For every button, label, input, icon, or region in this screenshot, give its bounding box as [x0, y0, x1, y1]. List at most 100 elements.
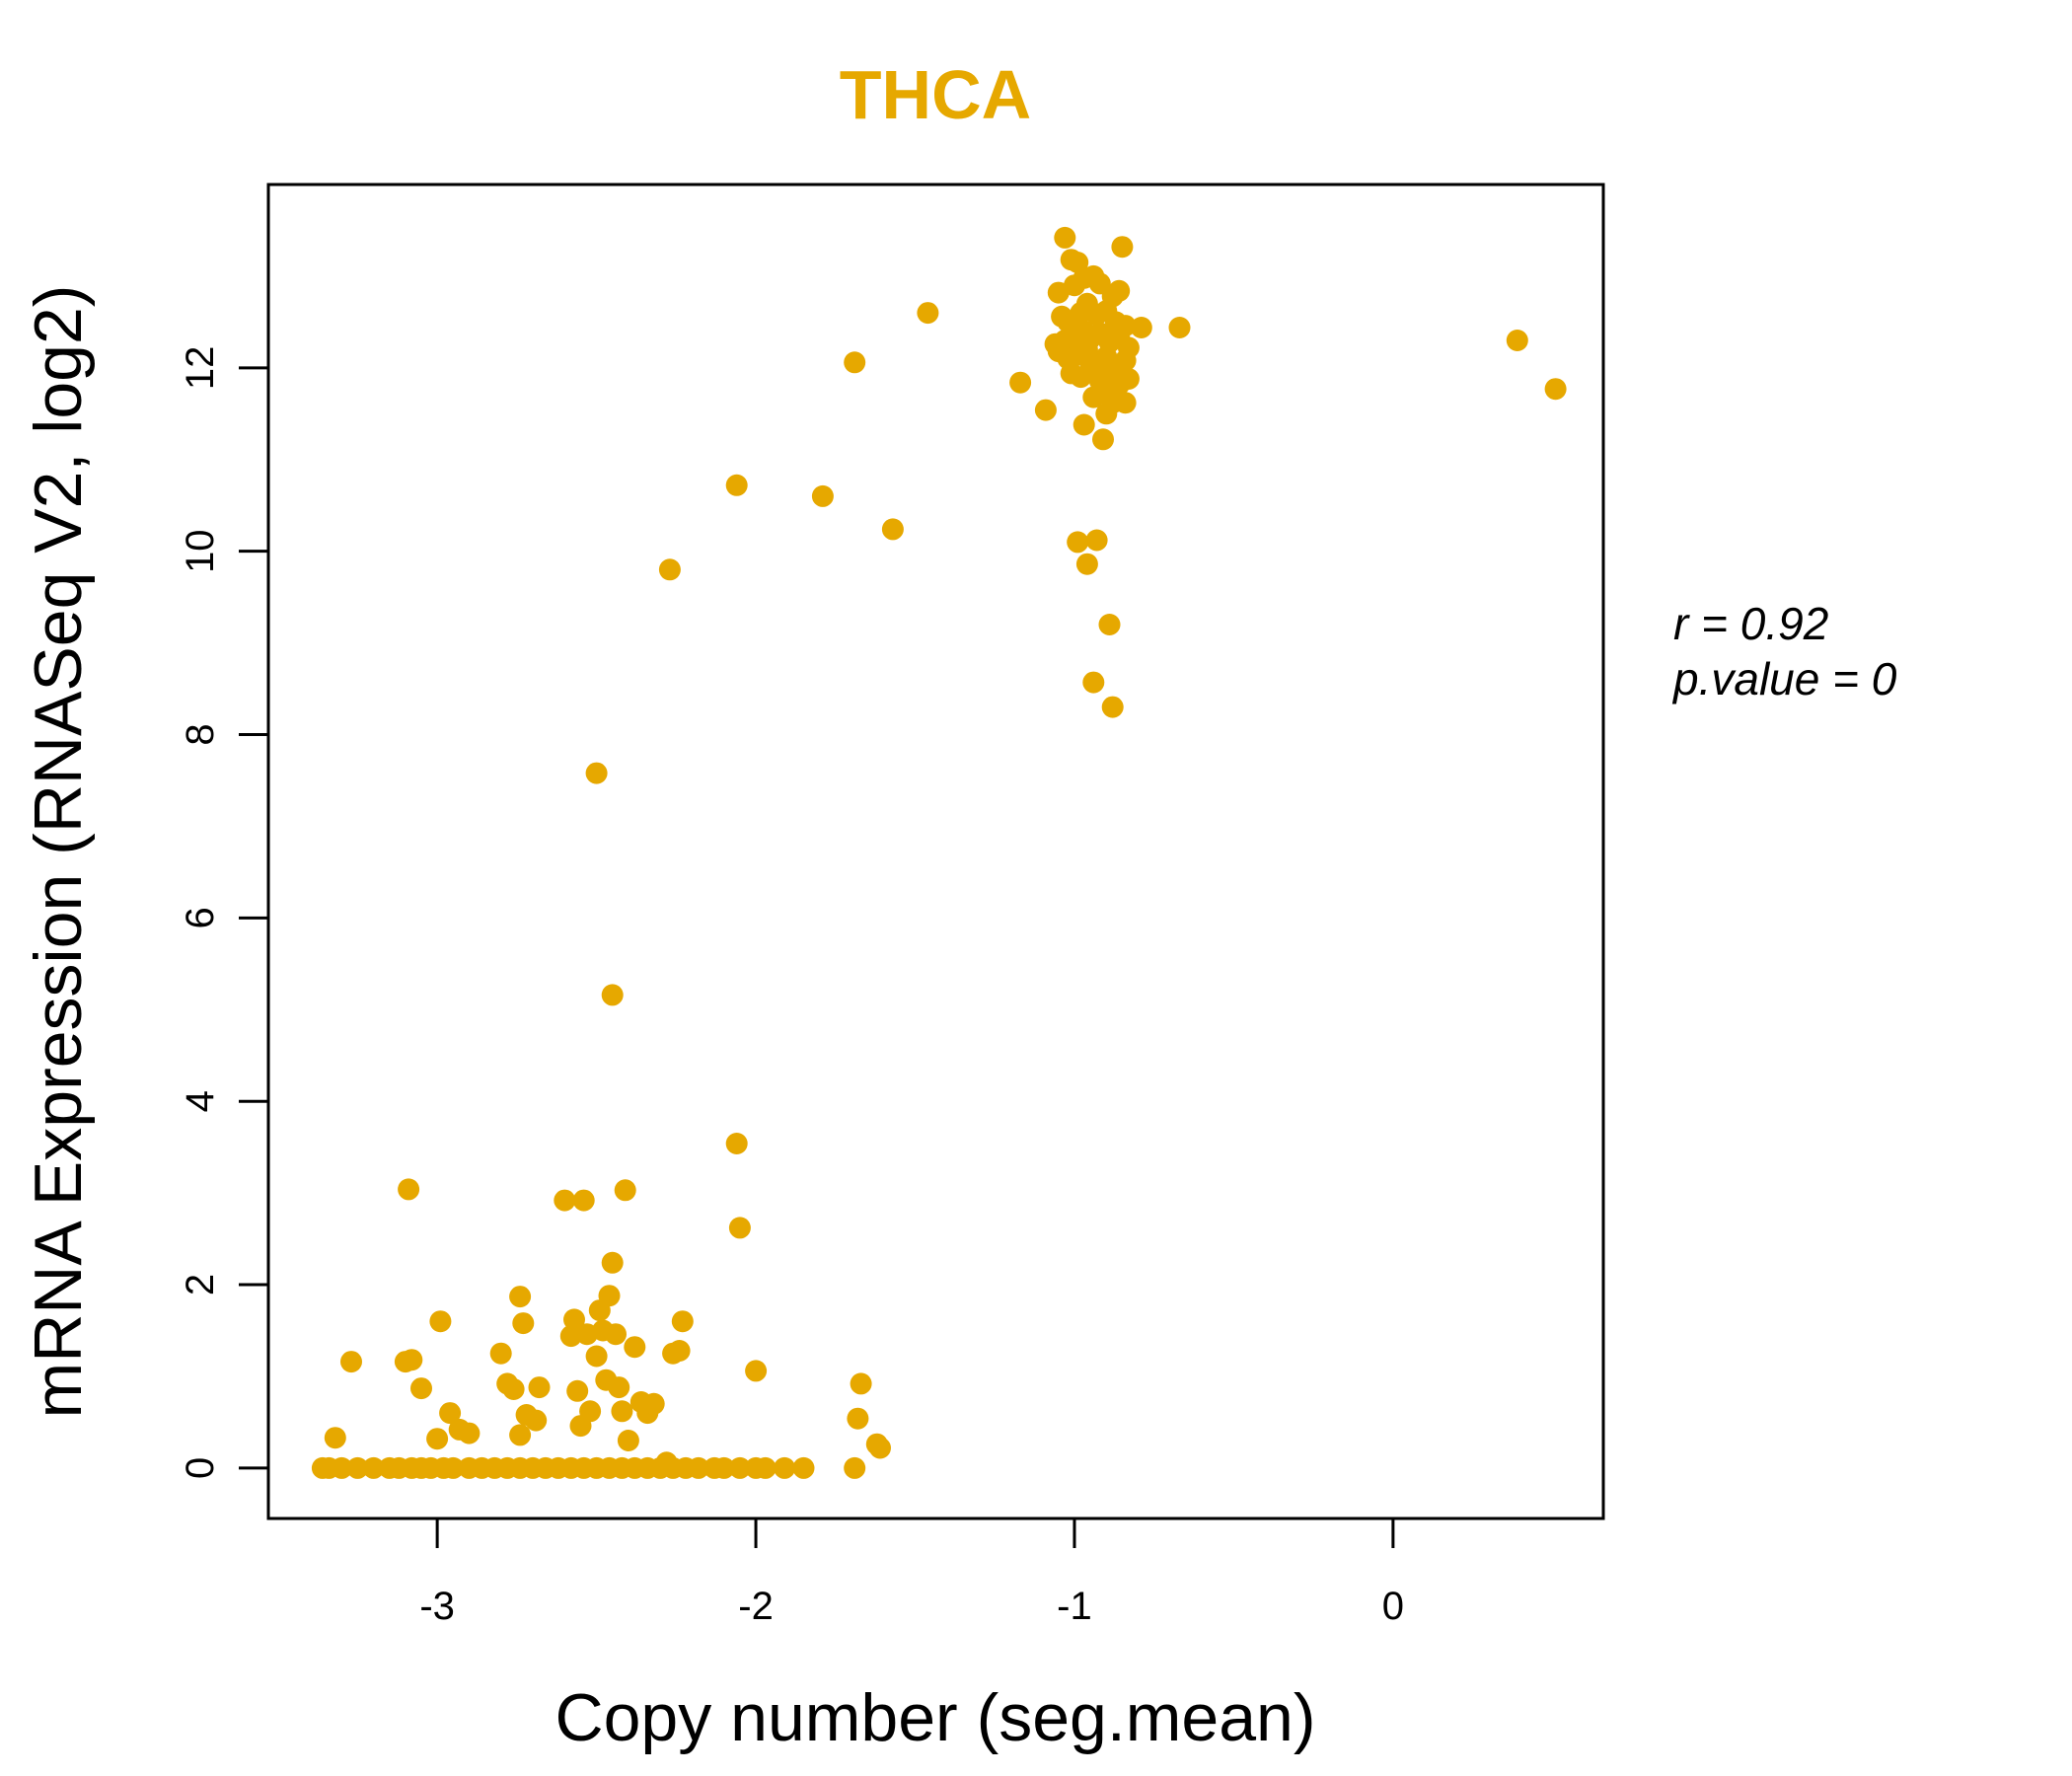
data-point — [655, 1451, 678, 1474]
data-point — [512, 1312, 535, 1335]
data-point — [442, 1456, 465, 1479]
data-point — [1506, 330, 1528, 351]
data-point — [401, 1349, 423, 1371]
x-tick-label: -3 — [419, 1585, 455, 1628]
data-point — [1114, 349, 1137, 372]
data-point — [340, 1351, 362, 1373]
data-point — [745, 1360, 768, 1382]
data-point — [572, 1189, 595, 1212]
data-point — [554, 1189, 576, 1212]
data-point — [566, 1379, 589, 1402]
data-point — [869, 1437, 891, 1459]
data-point — [1544, 378, 1567, 401]
y-tick-label: 6 — [179, 907, 222, 928]
data-point — [1085, 529, 1108, 552]
data-point — [429, 1310, 452, 1333]
y-tick-label: 12 — [179, 346, 222, 391]
x-tick-label: -2 — [738, 1585, 774, 1628]
data-point — [850, 1372, 872, 1395]
data-point — [601, 1251, 624, 1274]
y-tick-label: 4 — [179, 1090, 222, 1112]
data-points — [311, 226, 1567, 1479]
x-axis-label: Copy number (seg.mean) — [555, 1680, 1315, 1755]
data-point — [525, 1409, 548, 1432]
data-point — [331, 1456, 353, 1479]
data-point — [774, 1456, 796, 1479]
y-tick-label: 10 — [179, 529, 222, 573]
data-point — [1117, 368, 1140, 390]
data-point — [579, 1400, 602, 1423]
data-point — [605, 1323, 627, 1346]
x-tick-label: 0 — [1382, 1585, 1404, 1628]
data-point — [585, 762, 608, 784]
data-point — [1095, 403, 1118, 425]
data-point — [617, 1430, 639, 1451]
data-point — [324, 1427, 346, 1449]
data-point — [658, 558, 681, 581]
data-point — [712, 1456, 735, 1479]
data-point — [1114, 392, 1137, 414]
chart-title: THCA — [840, 56, 1031, 133]
data-point — [1101, 696, 1124, 718]
data-point — [585, 1345, 608, 1368]
y-axis-label: mRNA Expression (RNASeq V2, log2) — [21, 285, 96, 1419]
data-point — [1092, 428, 1114, 451]
x-tick-label: -1 — [1057, 1585, 1092, 1628]
data-point — [1098, 614, 1121, 635]
data-point — [725, 474, 748, 496]
y-tick-label: 2 — [179, 1274, 222, 1295]
data-point — [1130, 317, 1152, 338]
data-point — [811, 484, 834, 507]
data-point — [502, 1378, 525, 1400]
data-point — [1067, 531, 1089, 554]
data-point — [728, 1217, 751, 1239]
data-point — [917, 302, 939, 325]
data-point — [725, 1133, 748, 1154]
data-point — [642, 1392, 665, 1415]
data-point — [881, 518, 904, 541]
data-point — [1111, 236, 1134, 259]
data-point — [346, 1456, 369, 1479]
data-point — [559, 1325, 582, 1348]
data-point — [489, 1342, 512, 1365]
data-point — [614, 1179, 636, 1202]
x-axis: -3 -2 -1 0 — [419, 1518, 1404, 1628]
data-point — [563, 1308, 585, 1331]
data-point — [611, 1400, 633, 1423]
data-point — [509, 1424, 532, 1446]
data-point — [601, 984, 624, 1006]
data-point — [1108, 279, 1131, 302]
p-value-label: p.value = 0 — [1671, 653, 1897, 704]
data-point — [844, 351, 866, 374]
data-point — [410, 1377, 432, 1400]
data-point — [439, 1402, 462, 1425]
data-point — [398, 1178, 420, 1201]
data-point — [1073, 413, 1095, 436]
data-point — [426, 1428, 449, 1450]
data-point — [624, 1336, 646, 1359]
data-point — [509, 1286, 532, 1308]
data-point — [844, 1456, 866, 1479]
data-point — [847, 1407, 869, 1430]
y-axis: 0 2 4 6 8 10 12 — [179, 346, 268, 1479]
data-point — [528, 1376, 551, 1399]
data-point — [792, 1456, 815, 1479]
data-point — [671, 1310, 694, 1333]
data-point — [362, 1456, 385, 1479]
data-point — [1034, 399, 1057, 421]
data-point — [598, 1285, 621, 1307]
data-point — [668, 1340, 691, 1362]
y-tick-label: 8 — [179, 723, 222, 745]
data-point — [608, 1376, 630, 1399]
data-point — [728, 1456, 751, 1479]
plot-frame — [266, 183, 1605, 1520]
data-point — [1075, 553, 1098, 575]
data-point — [1054, 226, 1076, 249]
y-tick-label: 0 — [179, 1457, 222, 1479]
data-point — [1168, 317, 1191, 338]
correlation-label: r = 0.92 — [1673, 598, 1828, 649]
data-point — [1009, 371, 1032, 394]
data-point — [754, 1456, 777, 1479]
data-point — [458, 1422, 481, 1444]
